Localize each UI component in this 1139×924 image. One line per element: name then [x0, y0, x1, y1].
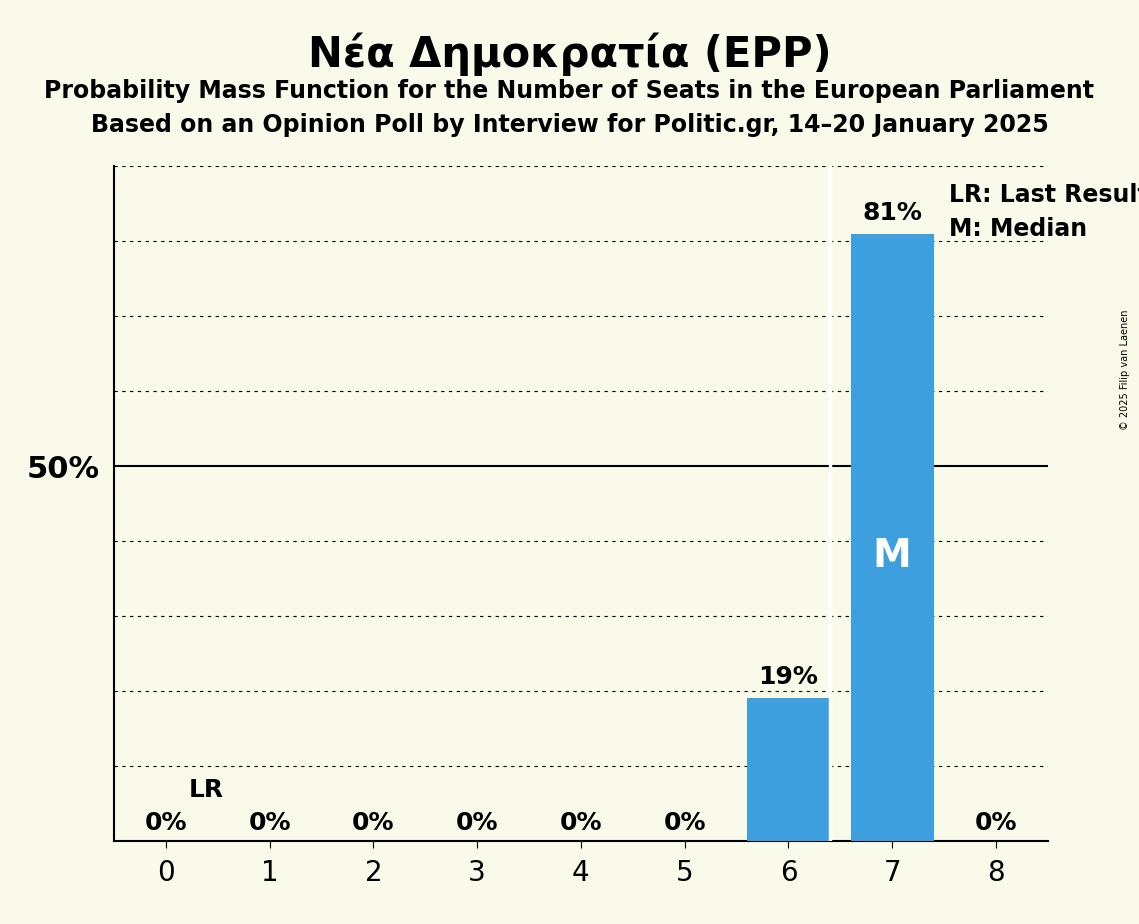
Text: Based on an Opinion Poll by Interview for Politic.gr, 14–20 January 2025: Based on an Opinion Poll by Interview fo… [91, 113, 1048, 137]
Text: Νέα Δημοκρατία (EPP): Νέα Δημοκρατία (EPP) [308, 32, 831, 76]
Text: M: Median: M: Median [949, 217, 1088, 241]
Text: LR: Last Result: LR: Last Result [949, 183, 1139, 207]
Text: 0%: 0% [559, 811, 603, 835]
Bar [851, 234, 934, 841]
Text: Probability Mass Function for the Number of Seats in the European Parliament: Probability Mass Function for the Number… [44, 79, 1095, 103]
Text: 0%: 0% [663, 811, 706, 835]
Text: © 2025 Filip van Laenen: © 2025 Filip van Laenen [1120, 310, 1130, 430]
Text: 0%: 0% [975, 811, 1017, 835]
Text: 0%: 0% [456, 811, 499, 835]
Text: 19%: 19% [759, 665, 819, 689]
Text: 81%: 81% [862, 201, 923, 225]
Text: 0%: 0% [145, 811, 187, 835]
Text: 0%: 0% [248, 811, 290, 835]
Text: M: M [872, 537, 911, 575]
Bar [747, 699, 830, 841]
Text: 0%: 0% [352, 811, 394, 835]
Text: LR: LR [189, 778, 223, 802]
